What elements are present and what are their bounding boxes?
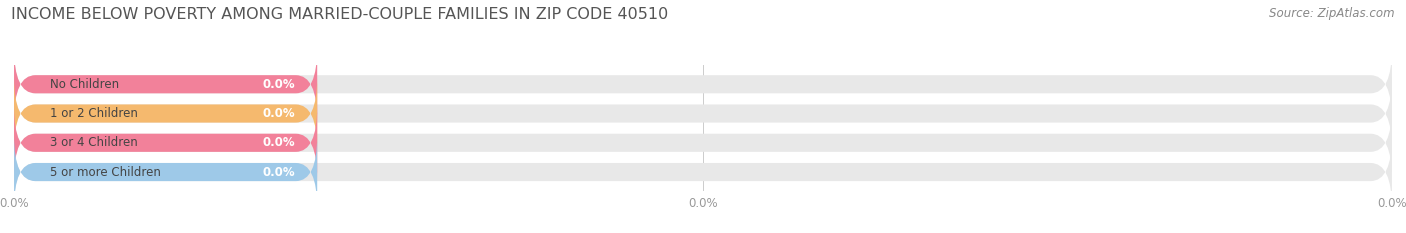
FancyBboxPatch shape [14,48,1392,120]
Text: 5 or more Children: 5 or more Children [51,165,162,178]
Text: 1 or 2 Children: 1 or 2 Children [51,107,138,120]
FancyBboxPatch shape [14,77,1392,150]
Text: 3 or 4 Children: 3 or 4 Children [51,136,138,149]
FancyBboxPatch shape [14,136,1392,208]
Text: 0.0%: 0.0% [263,165,295,178]
FancyBboxPatch shape [14,106,318,179]
Text: INCOME BELOW POVERTY AMONG MARRIED-COUPLE FAMILIES IN ZIP CODE 40510: INCOME BELOW POVERTY AMONG MARRIED-COUPL… [11,7,668,22]
Text: 0.0%: 0.0% [263,107,295,120]
Text: 0.0%: 0.0% [263,136,295,149]
FancyBboxPatch shape [14,136,318,208]
Text: Source: ZipAtlas.com: Source: ZipAtlas.com [1270,7,1395,20]
Text: No Children: No Children [51,78,120,91]
FancyBboxPatch shape [14,48,318,120]
FancyBboxPatch shape [14,106,1392,179]
FancyBboxPatch shape [14,77,318,150]
Text: 0.0%: 0.0% [263,78,295,91]
